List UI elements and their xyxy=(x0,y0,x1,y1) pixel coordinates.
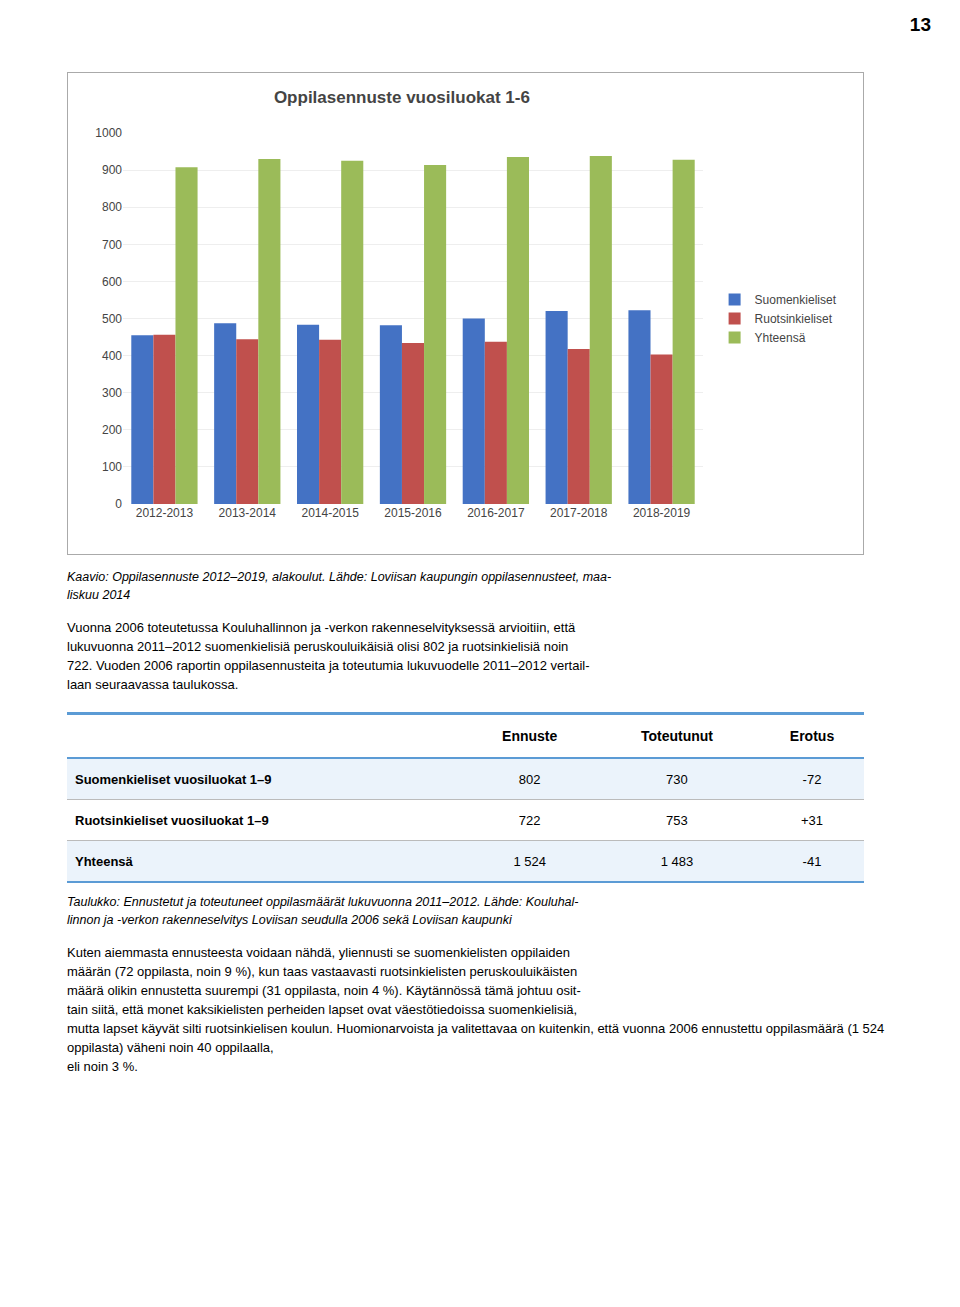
html-text:802: 802 xyxy=(518,771,541,787)
svg-text:Oppilasennuste vuosiluokat 1-6: Oppilasennuste vuosiluokat 1-6 xyxy=(274,88,530,107)
svg-text:300: 300 xyxy=(102,386,122,400)
svg-text:Suomenkieliset: Suomenkieliset xyxy=(755,293,837,307)
html-text:linnon ja -verkon rakenneselvi: linnon ja -verkon rakenneselvitys Loviis… xyxy=(67,913,512,927)
html-text:722: 722 xyxy=(518,812,541,828)
html-text:Kuten aiemmasta ennusteesta vo: Kuten aiemmasta ennusteesta voidaan nähd… xyxy=(67,945,570,960)
html-text:Kaavio: Oppilasennuste 2012–20: Kaavio: Oppilasennuste 2012–2019, alakou… xyxy=(67,570,612,584)
html-text:+31: +31 xyxy=(801,812,823,828)
svg-text:Ruotsinkieliset: Ruotsinkieliset xyxy=(755,312,833,326)
svg-text:800: 800 xyxy=(102,200,122,214)
html-text:laan seuraavassa taulukossa.: laan seuraavassa taulukossa. xyxy=(67,677,239,692)
svg-text:1000: 1000 xyxy=(95,126,122,140)
html-text:-41: -41 xyxy=(802,853,822,869)
html-text:Toteutunut: Toteutunut xyxy=(640,728,713,744)
html-text:Ruotsinkieliset vuosiluokat 1–: Ruotsinkieliset vuosiluokat 1–9 xyxy=(75,812,269,828)
html-text:Ennuste: Ennuste xyxy=(502,728,558,744)
html-text:Yhteensä: Yhteensä xyxy=(75,853,133,869)
html-text:määrä olikin ennustetta suurem: määrä olikin ennustetta suurempi (31 opp… xyxy=(67,983,581,998)
svg-text:400: 400 xyxy=(102,349,122,363)
svg-text:2018-2019: 2018-2019 xyxy=(633,506,691,520)
html-text:730: 730 xyxy=(666,771,688,787)
html-text:määrän (72 oppilasta, noin 9 %: määrän (72 oppilasta, noin 9 %), kun taa… xyxy=(67,964,578,979)
svg-text:600: 600 xyxy=(102,275,122,289)
html-text:753: 753 xyxy=(666,812,688,828)
html-text:eli noin 3 %.: eli noin 3 %. xyxy=(67,1059,138,1074)
svg-text:700: 700 xyxy=(102,238,122,252)
svg-text:2013-2014: 2013-2014 xyxy=(219,506,277,520)
html-text:Erotus: Erotus xyxy=(789,728,835,744)
svg-text:2012-2013: 2012-2013 xyxy=(136,506,194,520)
html-text:liskuu 2014: liskuu 2014 xyxy=(67,588,131,602)
svg-text:2016-2017: 2016-2017 xyxy=(467,506,525,520)
html-text:lukuvuonna 2011–2012 suomenkie: lukuvuonna 2011–2012 suomenkielisiä peru… xyxy=(67,639,569,654)
html-text:tain siitä, että monet kaksiki: tain siitä, että monet kaksikielisten pe… xyxy=(67,1002,578,1017)
svg-text:2015-2016: 2015-2016 xyxy=(384,506,442,520)
svg-text:Yhteensä: Yhteensä xyxy=(755,331,806,345)
svg-text:2017-2018: 2017-2018 xyxy=(550,506,608,520)
html-text:mutta lapset käyvät silti ruot: mutta lapset käyvät silti ruotsinkielise… xyxy=(67,1021,885,1055)
svg-text:900: 900 xyxy=(102,163,122,177)
svg-text:200: 200 xyxy=(102,423,122,437)
html-text:722. Vuoden 2006 raportin oppi: 722. Vuoden 2006 raportin oppilasennuste… xyxy=(67,658,590,673)
html-text:-72: -72 xyxy=(802,771,822,787)
svg-text:500: 500 xyxy=(102,312,122,326)
html-text:1 524: 1 524 xyxy=(513,853,546,869)
html-text:Vuonna 2006 toteutetussa Koulu: Vuonna 2006 toteutetussa Kouluhallinnon … xyxy=(67,620,576,635)
svg-text:100: 100 xyxy=(102,460,122,474)
svg-text:0: 0 xyxy=(115,497,122,511)
svg-text:2014-2015: 2014-2015 xyxy=(301,506,359,520)
html-text:13: 13 xyxy=(909,14,931,35)
html-text:Taulukko: Ennustetut ja toteut: Taulukko: Ennustetut ja toteutuneet oppi… xyxy=(67,895,579,909)
html-text:1 483: 1 483 xyxy=(660,853,694,869)
html-text:Suomenkieliset vuosiluokat 1–9: Suomenkieliset vuosiluokat 1–9 xyxy=(75,771,272,787)
